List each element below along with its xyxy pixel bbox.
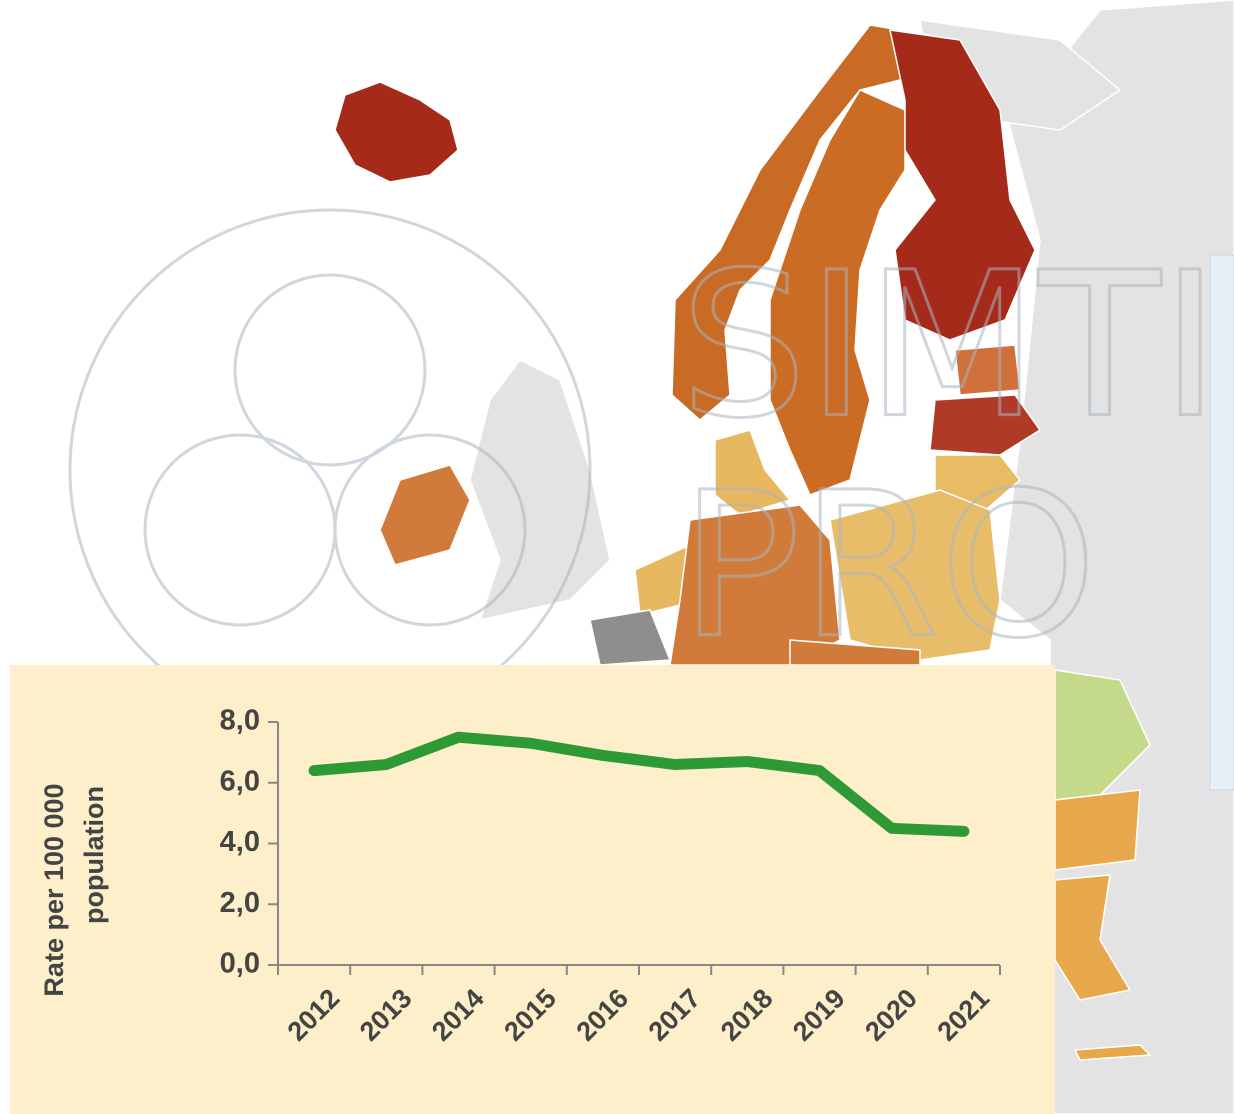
watermark-logo (143, 433, 337, 627)
bulgaria (1054, 789, 1141, 871)
y-axis-label: population (79, 786, 109, 924)
latvia (929, 394, 1042, 456)
iceland (334, 81, 459, 183)
watermark-logo (333, 433, 527, 627)
watermark-text: PRO (680, 450, 1097, 683)
data-line (308, 731, 970, 837)
y-tick-label: 8,0 (220, 705, 260, 737)
sweden (769, 89, 906, 496)
y-tick-label: 2,0 (220, 887, 260, 919)
map (334, 0, 1234, 1114)
chart-panel (10, 665, 1055, 1114)
crete (1073, 1044, 1152, 1061)
denmark (714, 429, 792, 516)
ireland (379, 464, 471, 566)
y-tick-label: 6,0 (220, 765, 260, 797)
info-box (1209, 254, 1234, 791)
estonia (954, 344, 1021, 396)
watermark: SIMTI PRO (68, 208, 1221, 732)
y-tick-label: 4,0 (220, 826, 260, 858)
finland (889, 29, 1036, 341)
poland (829, 489, 1001, 661)
belgium (589, 609, 672, 666)
y-tick-label: 0,0 (220, 948, 260, 980)
watermark-logo (233, 273, 427, 467)
watermark-text: SIMTI (680, 230, 1220, 463)
y-axis-label: Rate per 100 000 (39, 783, 69, 996)
